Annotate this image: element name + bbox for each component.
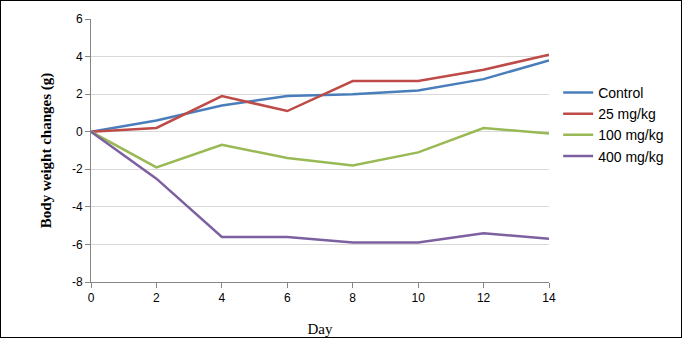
svg-text:400 mg/kg: 400 mg/kg <box>598 149 663 165</box>
svg-text:2: 2 <box>153 291 160 305</box>
svg-text:6: 6 <box>76 12 83 26</box>
svg-text:-4: -4 <box>72 200 83 214</box>
svg-text:4: 4 <box>219 291 226 305</box>
svg-text:Body weight changes (g): Body weight changes (g) <box>38 73 55 228</box>
svg-text:10: 10 <box>411 291 425 305</box>
svg-text:-6: -6 <box>72 238 83 252</box>
svg-text:0: 0 <box>88 291 95 305</box>
svg-text:4: 4 <box>76 50 83 64</box>
svg-text:-8: -8 <box>72 275 83 289</box>
svg-text:8: 8 <box>349 291 356 305</box>
svg-text:100 mg/kg: 100 mg/kg <box>598 127 663 143</box>
svg-text:-2: -2 <box>72 162 83 176</box>
svg-text:Control: Control <box>598 85 643 101</box>
svg-text:0: 0 <box>76 125 83 139</box>
svg-text:12: 12 <box>477 291 491 305</box>
svg-text:25 mg/kg: 25 mg/kg <box>598 106 656 122</box>
svg-text:14: 14 <box>542 291 556 305</box>
svg-text:Day: Day <box>308 321 333 337</box>
svg-text:2: 2 <box>76 87 83 101</box>
svg-text:6: 6 <box>284 291 291 305</box>
